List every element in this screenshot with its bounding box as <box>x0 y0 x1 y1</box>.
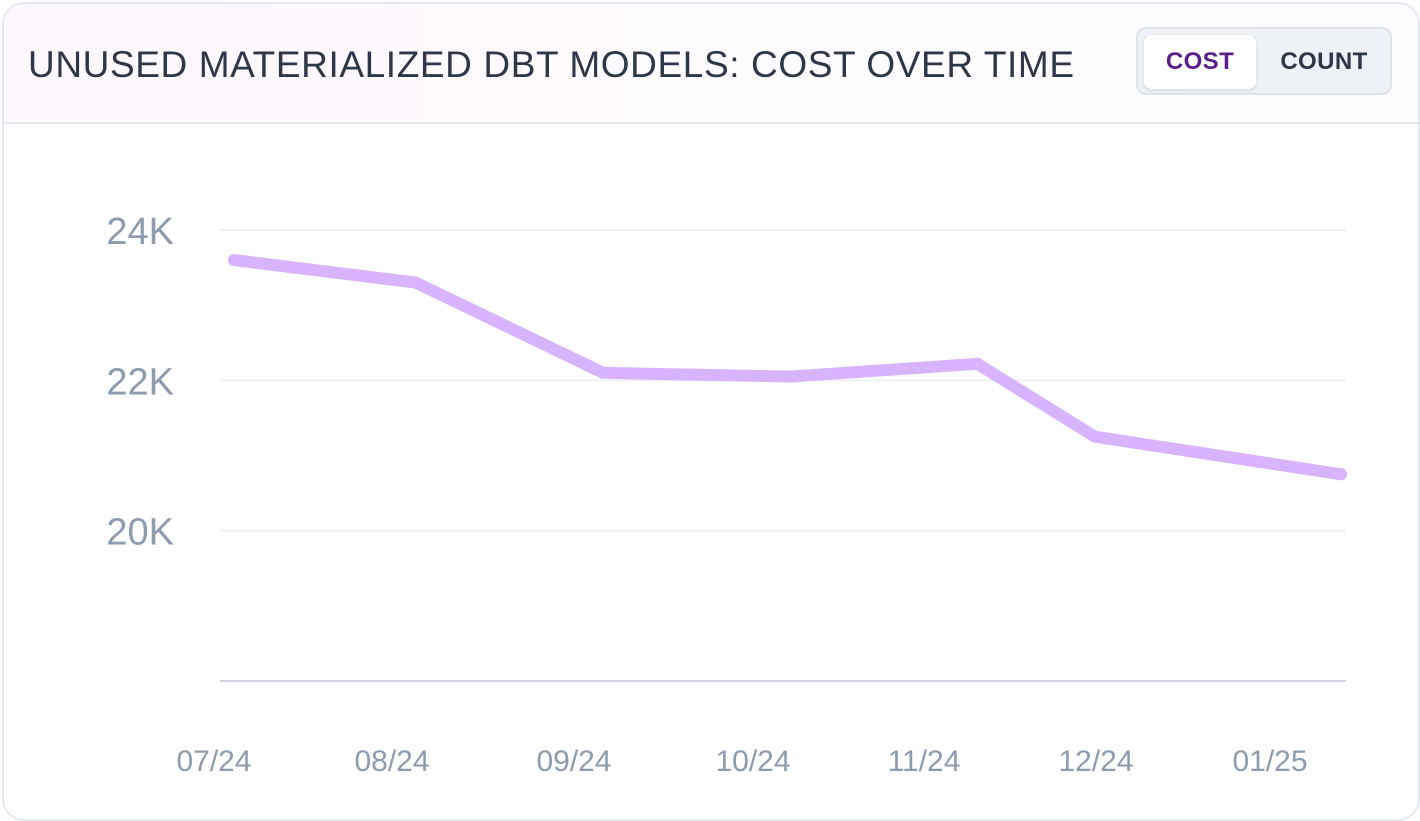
count-toggle-button[interactable]: COUNT <box>1280 48 1368 75</box>
data-point[interactable] <box>1335 468 1347 481</box>
y-axis-ticks: 20K 22K 24K <box>106 211 174 554</box>
data-point[interactable] <box>1089 430 1101 443</box>
card-header: UNUSED MATERIALIZED DBT MODELS: COST OVE… <box>4 4 1418 124</box>
x-tick-label: 09/24 <box>536 745 611 778</box>
data-point[interactable] <box>228 254 240 267</box>
metric-toggle: COST COUNT <box>1136 27 1392 95</box>
data-point[interactable] <box>597 366 609 379</box>
x-tick-label: 11/24 <box>888 745 961 778</box>
cost-toggle-button[interactable]: COST <box>1144 35 1256 89</box>
x-axis-ticks: 07/24 08/24 09/24 10/24 11/24 12/24 01/25 <box>176 745 1307 778</box>
data-point[interactable] <box>409 276 422 289</box>
x-tick-label: 07/24 <box>176 745 251 778</box>
x-tick-label: 12/24 <box>1058 745 1133 778</box>
x-tick-label: 10/24 <box>715 745 790 778</box>
y-tick-label: 20K <box>106 512 174 554</box>
x-tick-label: 08/24 <box>354 745 429 778</box>
y-tick-label: 22K <box>106 361 174 403</box>
series-line <box>228 254 1347 481</box>
series-group <box>228 254 1347 481</box>
y-tick-label: 24K <box>106 211 174 253</box>
data-point[interactable] <box>971 357 984 370</box>
x-tick-label: 01/25 <box>1232 745 1307 778</box>
chart-title: UNUSED MATERIALIZED DBT MODELS: COST OVE… <box>28 44 1075 85</box>
data-point[interactable] <box>784 370 797 383</box>
